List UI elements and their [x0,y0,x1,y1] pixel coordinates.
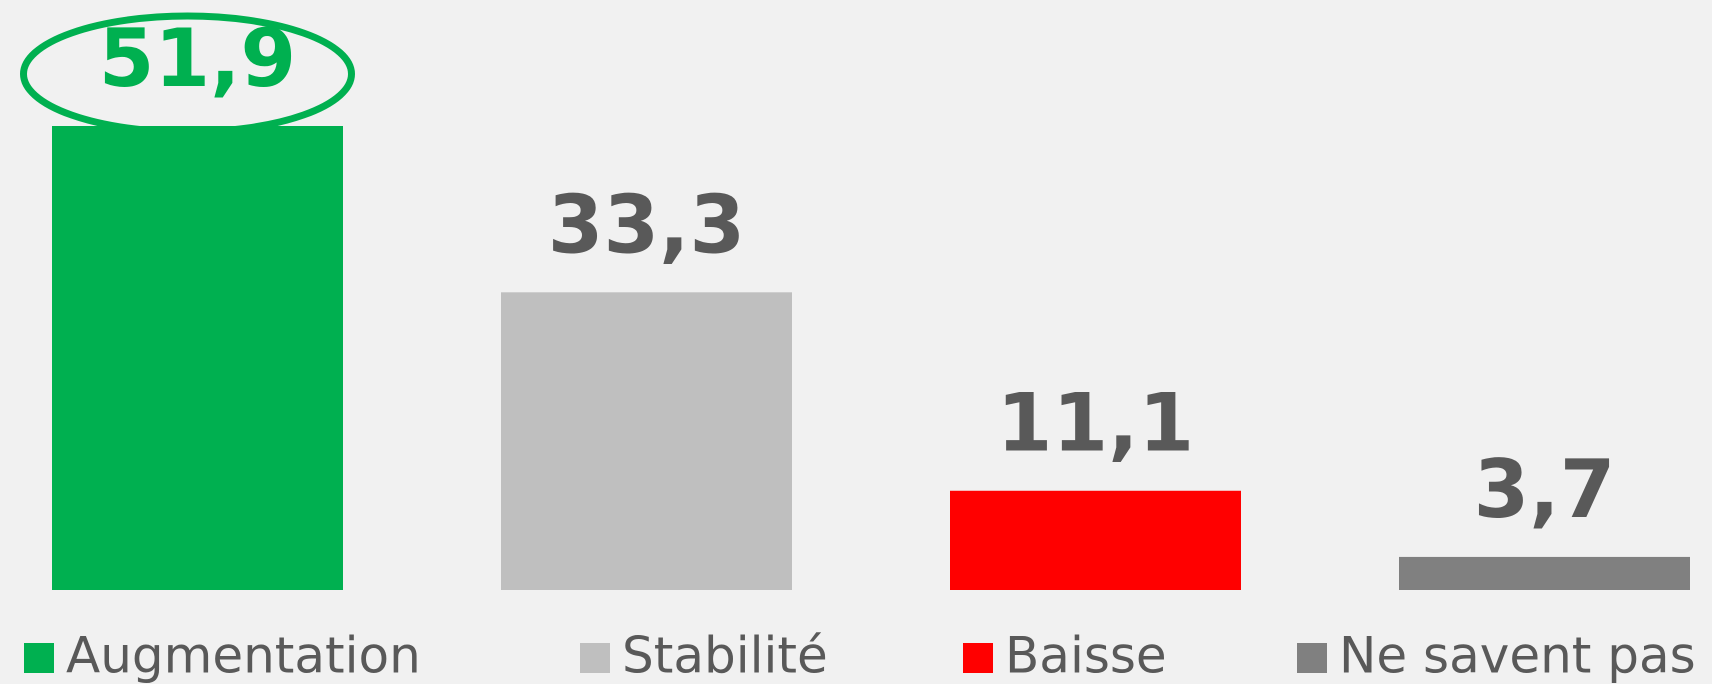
legend-swatch [963,643,993,673]
data-label: 3,7 [1474,443,1616,536]
legend-swatch [580,643,610,673]
bar [501,292,792,590]
legend-label: Stabilité [622,627,828,684]
data-label: 11,1 [997,377,1194,470]
bar [52,126,343,590]
legend-label: Baisse [1005,627,1167,684]
legend-label: Ne savent pas [1339,627,1696,684]
data-label: 51,9 [99,12,296,105]
legend-label: Augmentation [66,627,421,684]
bar [1399,556,1690,590]
highlight-ellipse [20,12,355,136]
bar [950,490,1241,590]
legend-swatch [24,643,54,673]
data-label: 33,3 [548,178,745,271]
legend-swatch [1297,643,1327,673]
